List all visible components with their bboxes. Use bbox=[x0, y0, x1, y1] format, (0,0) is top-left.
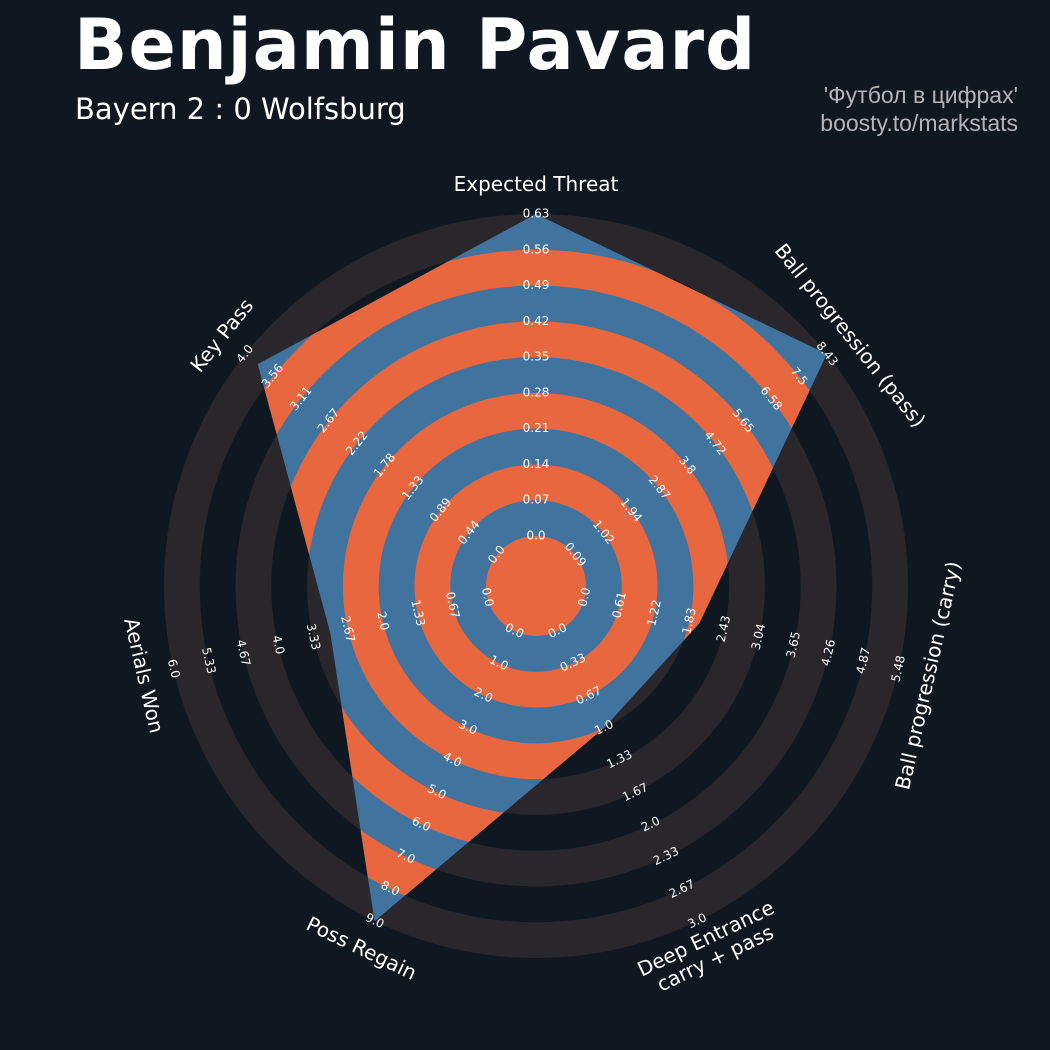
tick-label: 0.56 bbox=[523, 242, 550, 256]
tick-label: 2.0 bbox=[374, 610, 392, 632]
tick-label: 0.61 bbox=[609, 590, 629, 619]
tick-label: 0.49 bbox=[523, 278, 550, 292]
tick-label: 0.67 bbox=[443, 590, 463, 619]
tick-label: 3.04 bbox=[749, 622, 769, 651]
tick-label: 1.83 bbox=[679, 606, 699, 635]
tick-label: 4.26 bbox=[818, 638, 838, 667]
tick-label: 0.0 bbox=[479, 586, 497, 608]
tick-label: 6.0 bbox=[165, 658, 183, 680]
credit: 'Футбол в цифрах' bbox=[823, 82, 1018, 108]
ring-band bbox=[342, 392, 730, 780]
tick-label: 0.63 bbox=[523, 207, 550, 221]
tick-label: 0.42 bbox=[523, 314, 550, 328]
tick-label: 0.21 bbox=[523, 421, 550, 435]
tick-label: 3.33 bbox=[304, 622, 324, 651]
tick-label: 4.0 bbox=[270, 634, 288, 656]
tick-label: 2.43 bbox=[714, 614, 734, 643]
tick-label: 1.33 bbox=[408, 598, 428, 627]
tick-label: 5.48 bbox=[888, 654, 908, 683]
tick-label: 3.65 bbox=[784, 630, 804, 659]
tick-label: 4.67 bbox=[234, 638, 254, 667]
tick-label: 0.35 bbox=[523, 350, 550, 364]
tick-label: 1.22 bbox=[644, 598, 664, 627]
tick-label: 0.0 bbox=[526, 529, 545, 543]
center-circle bbox=[486, 536, 586, 636]
tick-label: 0.14 bbox=[523, 457, 550, 471]
chart-subtitle: Bayern 2 : 0 Wolfsburg bbox=[75, 92, 406, 126]
tick-label: 0.07 bbox=[523, 493, 550, 507]
ring-band bbox=[414, 464, 658, 708]
credit: boosty.to/markstats bbox=[820, 110, 1018, 136]
tick-label: 5.33 bbox=[199, 646, 219, 675]
tick-label: 0.28 bbox=[523, 385, 550, 399]
chart-title: Benjamin Pavard bbox=[74, 4, 757, 86]
tick-label: 2.67 bbox=[338, 614, 358, 643]
tick-label: 0.0 bbox=[575, 586, 593, 608]
axis-label: Expected Threat bbox=[453, 172, 619, 196]
tick-label: 4.87 bbox=[853, 646, 873, 675]
